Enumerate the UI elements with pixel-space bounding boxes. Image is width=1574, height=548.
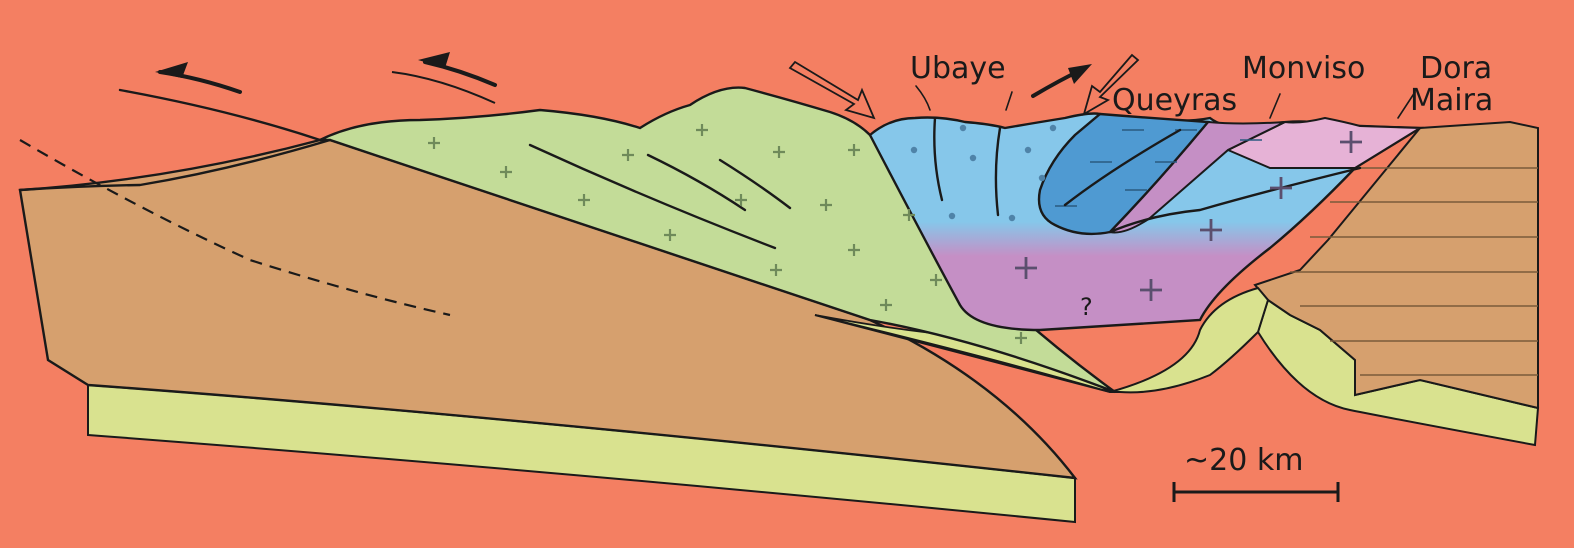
right-arrow-icon: [1031, 64, 1092, 98]
fault-green-2: [646, 153, 747, 212]
green-unit: [319, 86, 1116, 394]
dora-leader: [1397, 91, 1416, 119]
lower-yellow-layer-right: [1256, 298, 1540, 447]
scale-bar-label: ~20 km: [1184, 443, 1303, 478]
fault-green-1: [528, 143, 777, 250]
label-question: ?: [1080, 293, 1093, 321]
central-yellow-lens: [814, 314, 1111, 393]
hollow-arrow-icon-2: [1082, 53, 1140, 116]
label-ubaye: Ubaye: [910, 51, 1006, 86]
queyras-dark-blue-unit: [1037, 112, 1211, 236]
fault-ubaye-1: [933, 116, 944, 202]
label-monviso: Monviso: [1242, 51, 1365, 86]
fault-ubaye-2: [994, 126, 1002, 217]
ubaye-dots: [910, 124, 1057, 222]
purple-unit-crosses: [1015, 131, 1362, 301]
left-arrow-icon-2: [391, 52, 497, 104]
ubaye-leader-right: [1005, 91, 1013, 111]
scale-bar: ~20 km: [1172, 443, 1340, 502]
main-thrust-left: [118, 88, 322, 142]
dashed-basement-line: [19, 139, 451, 317]
green-unit-crosses: [428, 124, 1027, 344]
fault-purple-lower: [1108, 166, 1362, 234]
label-maira: Maira: [1410, 83, 1493, 118]
pink-unit: [1225, 116, 1424, 169]
central-yellow-layer: [814, 286, 1270, 394]
topography-line: [18, 138, 332, 192]
label-dora: Dora: [1420, 51, 1492, 86]
fault-green-3: [718, 158, 792, 210]
foreland-wedge: [18, 138, 1078, 480]
basement-hatching: [1290, 167, 1538, 376]
hollow-arrow-icon: [788, 60, 876, 120]
monviso-leader: [1269, 93, 1281, 119]
left-arrow-icon: [155, 62, 242, 94]
label-queyras: Queyras: [1112, 83, 1237, 118]
fault-queyras-inner: [1063, 128, 1182, 207]
ubaye-leader-left: [915, 85, 931, 111]
